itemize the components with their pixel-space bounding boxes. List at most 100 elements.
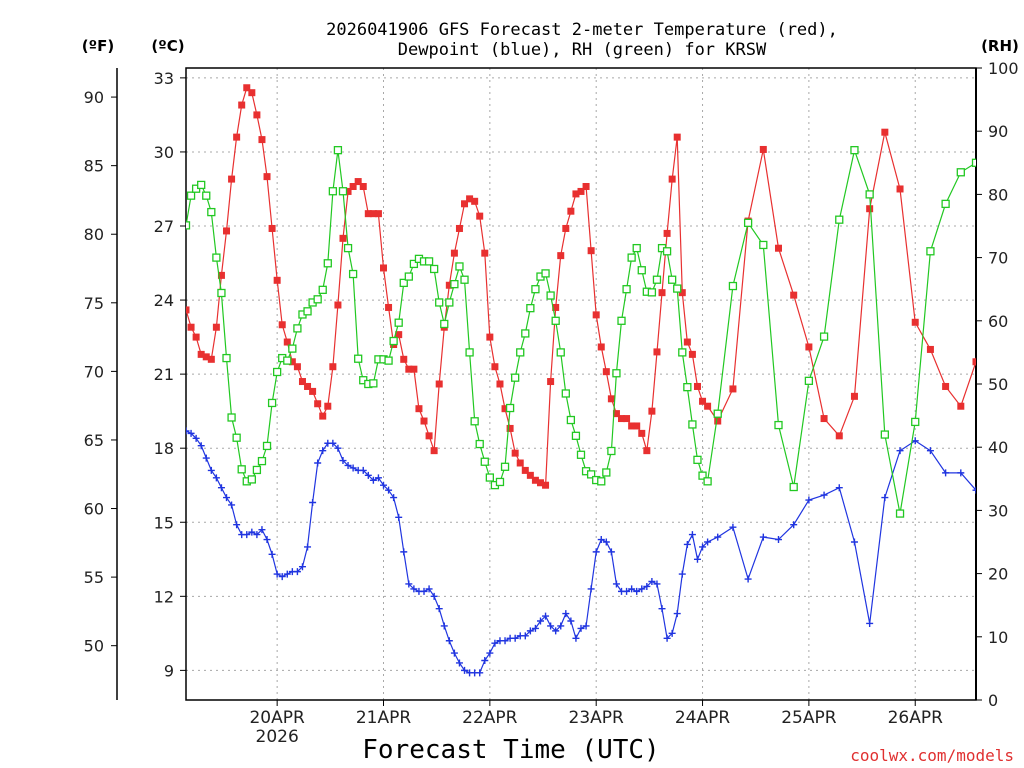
dewpoint-point	[926, 447, 934, 455]
fahrenheit-tick-label: 80	[84, 225, 104, 244]
temperature-point	[942, 382, 950, 390]
rh-point	[318, 285, 327, 294]
temperature-point	[395, 331, 403, 339]
temperature-point	[476, 212, 484, 220]
dewpoint-point	[688, 531, 696, 539]
temperature-point	[658, 289, 666, 297]
temperature-point	[364, 210, 372, 218]
temperature-point	[542, 481, 550, 489]
dewpoint-point	[643, 582, 651, 590]
rh-tick-label: 70	[988, 249, 1008, 268]
temperature-point	[486, 333, 494, 341]
dewpoint-point	[223, 494, 231, 502]
celsius-tick-label: 21	[154, 365, 174, 384]
temperature-point	[380, 264, 387, 272]
chart-title-line-1: 2026041906 GFS Forecast 2-meter Temperat…	[326, 20, 838, 40]
rh-point	[354, 354, 363, 363]
dewpoint-point	[531, 624, 539, 632]
dewpoint-point	[186, 427, 190, 435]
temperature-point	[243, 84, 251, 92]
temperature-point	[506, 424, 514, 432]
dewpoint-point	[592, 548, 600, 556]
rh-point	[328, 187, 338, 196]
rh-point	[617, 316, 626, 325]
rh-point	[668, 275, 677, 284]
temperature-point	[618, 415, 626, 423]
rh-point	[632, 243, 641, 253]
temperature-point	[673, 133, 681, 141]
temperature-point	[896, 185, 904, 193]
rh-point	[333, 146, 343, 155]
dewpoint-point	[187, 429, 195, 437]
series-temperature-c	[186, 84, 976, 489]
fahrenheit-unit-label: (ºF)	[82, 37, 114, 55]
temperature-point	[248, 89, 256, 97]
dewpoint-point	[405, 580, 413, 588]
temperature-point	[668, 175, 676, 183]
tick-labels: 9 12 15 18 21 24 27 30 33 50 55 60 65 70 75 80 85 90 0 10 20…	[84, 59, 1019, 747]
dewpoint-point	[476, 669, 484, 677]
dewpoint-point	[628, 585, 636, 593]
rh-point	[647, 288, 657, 297]
rh-point	[343, 243, 353, 253]
temperature-point	[663, 229, 671, 237]
dewpoint-point	[253, 531, 261, 539]
rh-point	[576, 450, 586, 459]
rh-point	[222, 353, 231, 363]
rh-tick-label: 20	[988, 565, 1008, 584]
temperature-point	[562, 224, 570, 232]
rh-point	[440, 319, 449, 329]
temperature-point	[445, 281, 453, 289]
dewpoint-point	[911, 437, 919, 445]
x-tick-label: 21APR	[356, 708, 412, 728]
temperature-point	[607, 395, 615, 403]
temperature-point	[699, 397, 707, 405]
rh-point	[865, 190, 874, 199]
dewpoint-point	[233, 521, 241, 529]
temperature-point	[597, 343, 605, 351]
celsius-tick-label: 18	[154, 439, 174, 458]
fahrenheit-tick-label: 70	[84, 362, 104, 381]
rh-point	[819, 332, 829, 341]
dewpoint-point	[668, 629, 676, 637]
celsius-unit-label: (ºC)	[151, 37, 184, 55]
temperature-point	[628, 422, 636, 430]
temperature-point	[648, 407, 656, 415]
dewpoint-point	[612, 580, 620, 588]
temperature-point	[359, 183, 367, 190]
temperature-point	[298, 378, 306, 386]
dewpoint-point	[526, 627, 534, 635]
dewpoint-point	[461, 666, 469, 674]
rh-tick-label: 90	[988, 122, 1008, 141]
temperature-point	[293, 363, 301, 371]
dewpoint-point	[542, 612, 550, 620]
temperature-point	[536, 479, 544, 487]
dewpoint-point	[835, 484, 843, 492]
temperature-point	[643, 447, 651, 455]
dewpoint-point	[268, 550, 276, 558]
x-tick-label: 24APR	[675, 708, 731, 728]
dewpoint-point	[638, 585, 646, 593]
dewpoint-point	[481, 657, 489, 664]
rh-point	[202, 191, 211, 200]
temperature-point	[693, 382, 701, 390]
dewpoint-point	[501, 637, 509, 645]
dewpoint-point	[536, 617, 544, 625]
rh-point	[703, 477, 712, 486]
celsius-tick-label: 30	[154, 143, 174, 162]
credit-text: coolwx.com/models	[850, 746, 1014, 765]
dewpoint-point	[866, 619, 874, 627]
dewpoint-point	[582, 622, 590, 630]
rh-point	[607, 446, 616, 456]
dewpoint-point	[349, 464, 357, 472]
rh-point	[485, 473, 494, 482]
x-tick-label: 20APR	[249, 708, 305, 728]
dewpoint-point	[850, 538, 858, 546]
dewpoint-point	[455, 659, 463, 667]
rh-point	[698, 471, 707, 480]
rh-point	[465, 348, 474, 357]
temperature-point	[926, 345, 934, 353]
temperature-point	[501, 405, 509, 413]
rh-point	[288, 344, 297, 353]
series-dewpoint-c	[186, 427, 976, 677]
